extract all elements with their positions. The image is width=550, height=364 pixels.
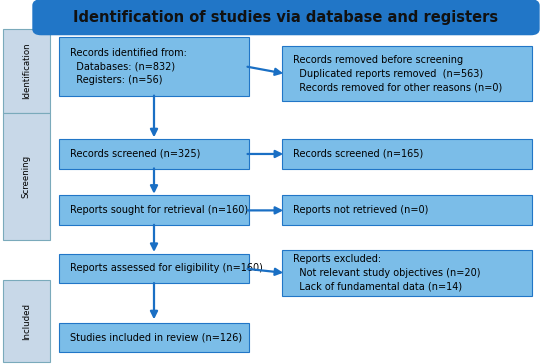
Text: Records identified from:
  Databases: (n=832)
  Registers: (n=56): Records identified from: Databases: (n=8… bbox=[70, 48, 186, 85]
Text: Reports assessed for eligibility (n=160): Reports assessed for eligibility (n=160) bbox=[70, 264, 263, 273]
FancyBboxPatch shape bbox=[282, 139, 532, 169]
Text: Reports not retrieved (n=0): Reports not retrieved (n=0) bbox=[293, 205, 428, 215]
Text: Screening: Screening bbox=[21, 155, 31, 198]
FancyBboxPatch shape bbox=[3, 29, 49, 113]
FancyBboxPatch shape bbox=[59, 139, 249, 169]
Text: Identification of studies via database and registers: Identification of studies via database a… bbox=[74, 9, 498, 25]
FancyBboxPatch shape bbox=[3, 113, 49, 240]
FancyBboxPatch shape bbox=[33, 0, 539, 35]
Text: Records screened (n=325): Records screened (n=325) bbox=[70, 149, 200, 159]
Text: Reports sought for retrieval (n=160): Reports sought for retrieval (n=160) bbox=[70, 205, 248, 215]
FancyBboxPatch shape bbox=[59, 323, 249, 352]
FancyBboxPatch shape bbox=[59, 254, 249, 283]
FancyBboxPatch shape bbox=[282, 46, 532, 101]
Text: Studies included in review (n=126): Studies included in review (n=126) bbox=[70, 333, 242, 343]
FancyBboxPatch shape bbox=[59, 37, 249, 96]
FancyBboxPatch shape bbox=[282, 250, 532, 296]
Text: Records removed before screening
  Duplicated reports removed  (n=563)
  Records: Records removed before screening Duplica… bbox=[293, 55, 502, 92]
FancyBboxPatch shape bbox=[59, 195, 249, 225]
Text: Identification: Identification bbox=[21, 43, 31, 99]
FancyBboxPatch shape bbox=[3, 280, 49, 362]
Text: Reports excluded:
  Not relevant study objectives (n=20)
  Lack of fundamental d: Reports excluded: Not relevant study obj… bbox=[293, 254, 480, 292]
Text: Included: Included bbox=[21, 303, 31, 340]
FancyBboxPatch shape bbox=[282, 195, 532, 225]
Text: Records screened (n=165): Records screened (n=165) bbox=[293, 149, 423, 159]
